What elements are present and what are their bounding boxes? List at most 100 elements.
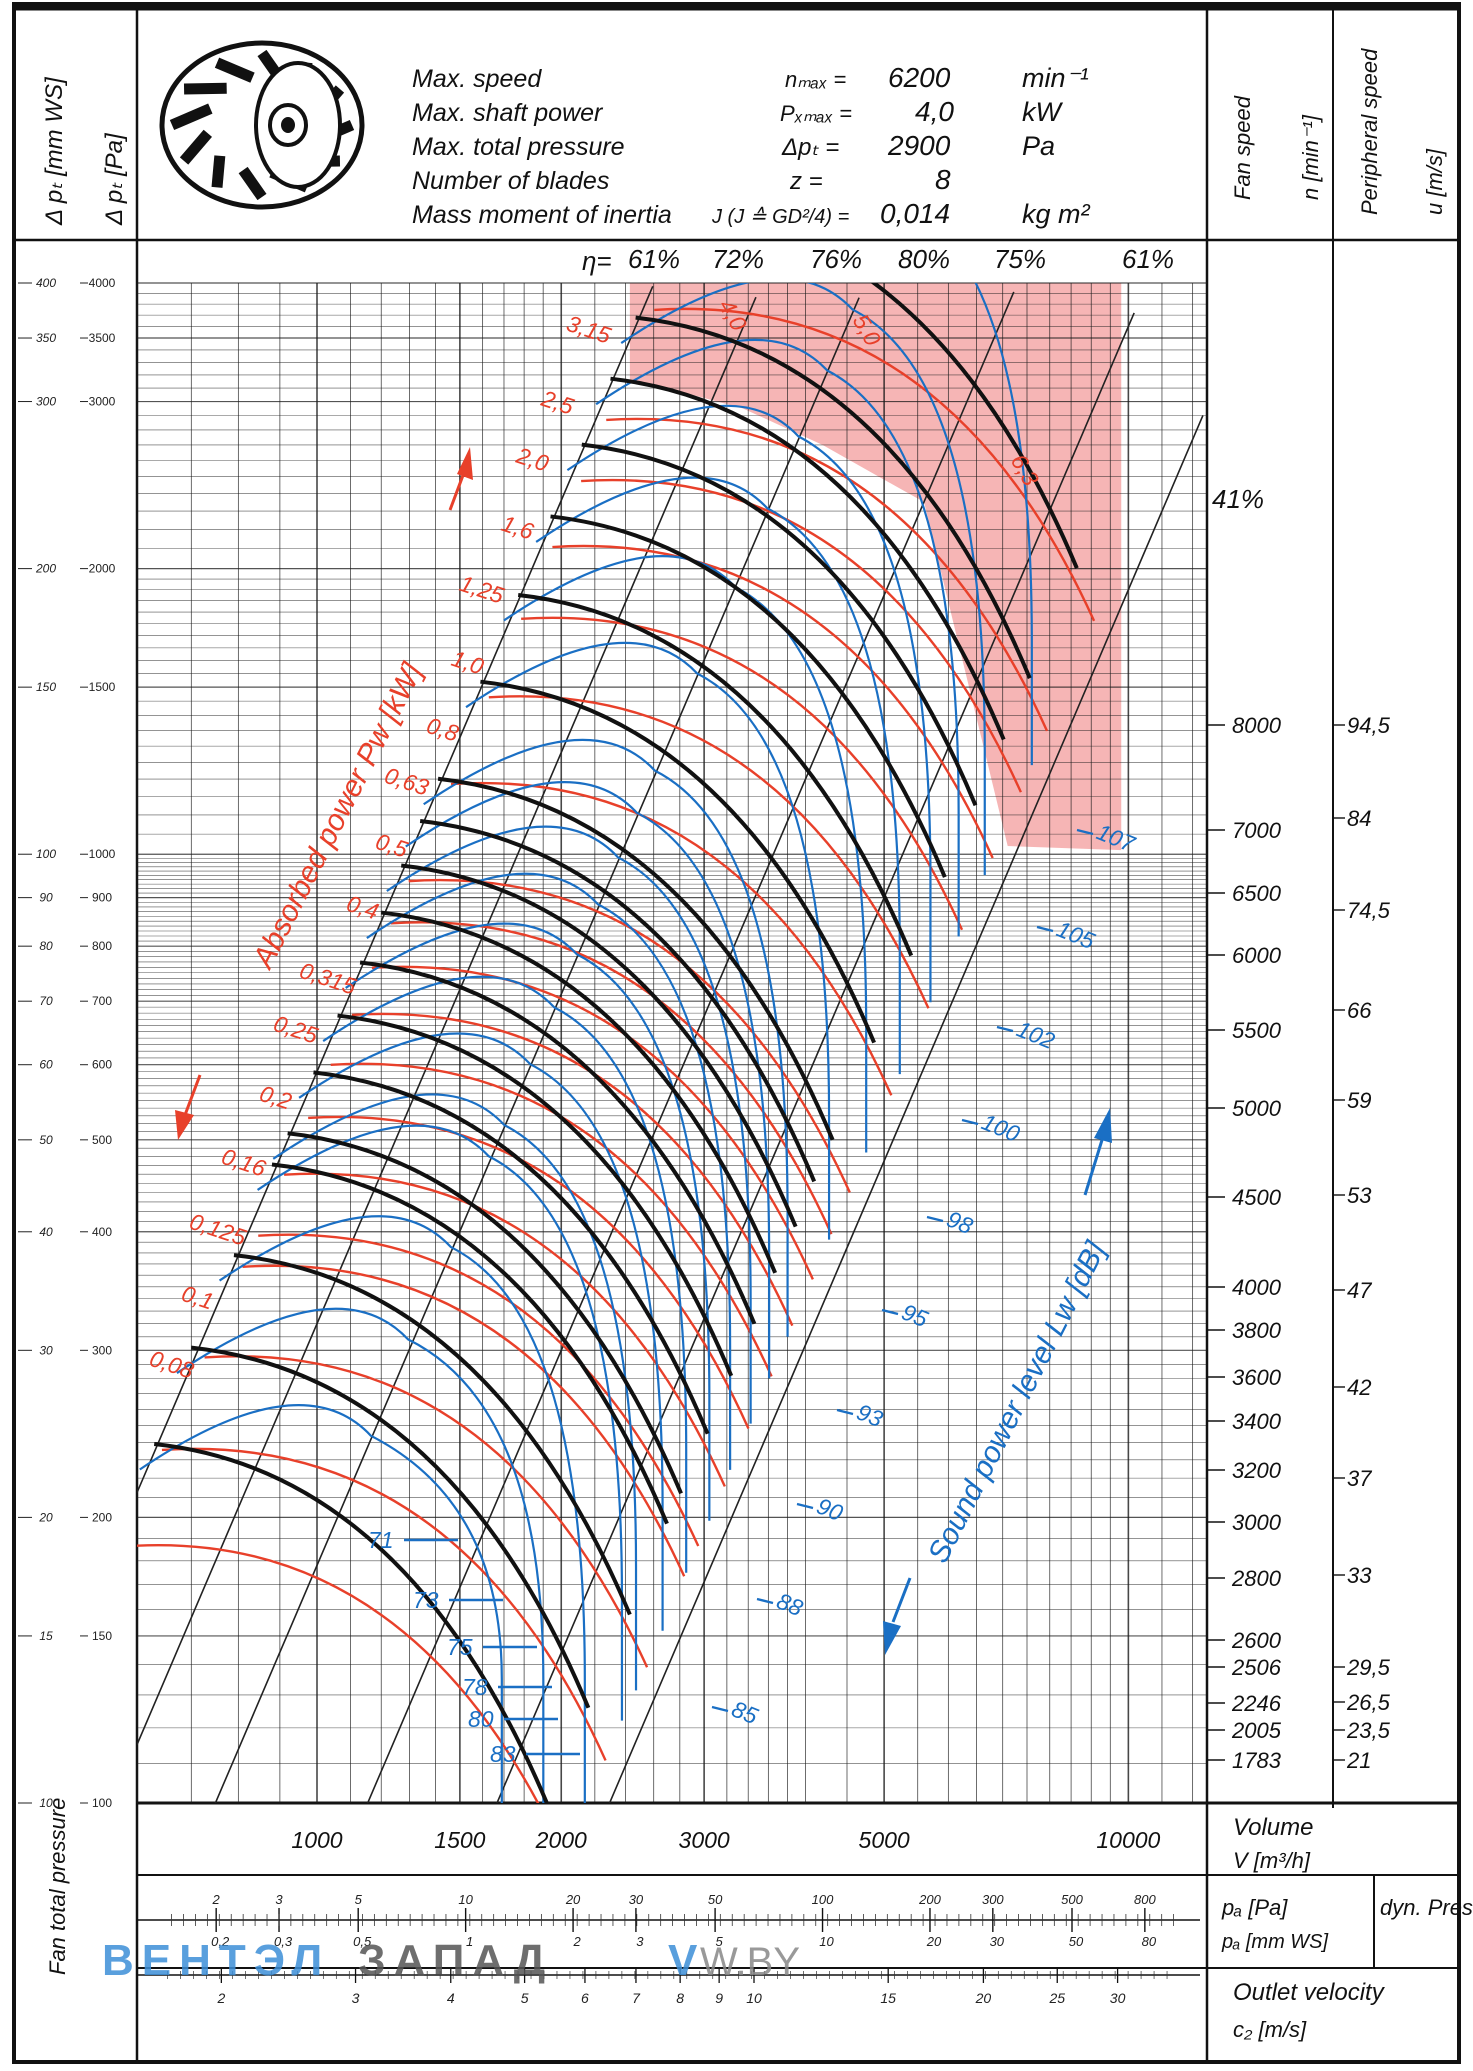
spec-value-3: 8 (935, 164, 951, 195)
sound-leader (926, 1215, 944, 1223)
spec-label-3: Number of blades (412, 167, 609, 195)
velocity-label: 25 (1048, 1990, 1065, 2006)
spec-symbol-1: Pₓₘₐₓ = (780, 101, 852, 126)
velocity-label: 30 (1110, 1990, 1126, 2006)
power-curve (242, 1264, 686, 1577)
pd-mmws-label: 3 (636, 1934, 644, 1949)
spec-unit-1: kW (1022, 97, 1064, 127)
velocity-label: 7 (632, 1990, 641, 2006)
power-curve (330, 1062, 773, 1377)
impeller-blade (214, 57, 255, 83)
peripheral-label: 53 (1347, 1183, 1372, 1208)
ytick-pa: 400 (92, 1225, 112, 1239)
sound-curve (345, 922, 711, 1521)
spec-value-0: 6200 (888, 62, 951, 93)
sound-label: 93 (853, 1399, 887, 1433)
efficiency-ray (137, 296, 757, 1746)
sound-label: 85 (728, 1696, 762, 1730)
spec-symbol-0: nₘₐₓ = (785, 67, 846, 92)
velocity-label: 10 (746, 1990, 762, 2006)
efficiency-ray (214, 297, 860, 1803)
pd-mmws-label: 30 (990, 1934, 1005, 1949)
ytick-pa: 200 (92, 1510, 112, 1524)
sound-label: 100 (978, 1109, 1024, 1148)
ytick-mmws: 100 (36, 847, 56, 861)
spec-value-2: 2900 (887, 130, 951, 161)
velocity-label: 3 (352, 1990, 360, 2006)
pd-mmws-label: 0,5 (353, 1934, 372, 1949)
ytick-pa: 2000 (89, 562, 116, 576)
ytick-mmws: 200 (35, 562, 56, 576)
ytick-pa: 900 (92, 891, 112, 905)
power-curve (408, 878, 851, 1194)
power-label: 0,63 (381, 762, 432, 801)
efficiency-side-value: 41% (1212, 484, 1264, 514)
speed-curve-8000 (870, 283, 1079, 569)
sound-label: 78 (462, 1674, 488, 1700)
peripheral-label: 21 (1346, 1748, 1371, 1773)
ytick-pa: 700 (92, 994, 112, 1008)
sound-curve (256, 1124, 624, 1721)
fan-speed-label: 3400 (1232, 1409, 1282, 1434)
power-label: 0,25 (270, 1010, 321, 1049)
mmws-axis-title: Δ pₜ [mm WS] (41, 76, 68, 226)
power-label: 0,5 (372, 828, 411, 863)
volume-unit: V [m³/h] (1233, 1848, 1311, 1873)
fan-total-pressure-label: Fan total pressure (45, 1798, 70, 1975)
efficiency-value-1: 72% (712, 244, 764, 274)
pd-mmws-label: 0,3 (274, 1934, 293, 1949)
ytick-pa: 1000 (89, 847, 116, 861)
impeller-blade (183, 82, 227, 95)
sound-label: 73 (413, 1587, 439, 1613)
pd-pa-label: 2 (212, 1892, 221, 1907)
speed-curve-6000 (581, 442, 978, 807)
ytick-mmws: 350 (36, 331, 56, 345)
sound-curve (620, 283, 986, 876)
pd-mmws-label: 2 (572, 1934, 581, 1949)
ytick-mmws: 80 (39, 939, 53, 953)
power-curve (552, 544, 994, 859)
speed-curve-3800 (419, 818, 817, 1183)
power-label: 0,315 (296, 957, 359, 1000)
spec-unit-4: kg m² (1022, 199, 1091, 229)
sound-leader (1036, 925, 1054, 933)
ytick-mmws: 90 (39, 891, 53, 905)
impeller-blade (238, 166, 267, 201)
efficiency-ray (496, 312, 1135, 1803)
power-label: 1,25 (456, 570, 507, 609)
fan-speed-label: 2800 (1231, 1566, 1282, 1591)
spec-symbol-3: z = (789, 168, 823, 195)
arrow-up-red (448, 447, 473, 511)
sound-curve (272, 1093, 638, 1691)
peripheral-speed-unit: u [m/s] (1422, 148, 1447, 215)
power-curve (284, 1172, 726, 1487)
ytick-mmws: 15 (39, 1629, 53, 1643)
impeller-blade (169, 103, 213, 131)
ytick-mmws: 30 (39, 1343, 53, 1357)
ytick-mmws: 300 (36, 395, 56, 409)
efficiency-ray (366, 291, 1015, 1803)
peripheral-label: 66 (1347, 998, 1372, 1023)
speed-curve-3200 (359, 960, 757, 1325)
fan-speed-label: 4000 (1232, 1275, 1282, 1300)
pd-pa-label: 10 (458, 1892, 473, 1907)
volume-label: Volume (1233, 1814, 1313, 1841)
speed-curve-4500 (480, 679, 876, 1044)
sound-curve (218, 1215, 586, 1803)
fan-speed-label: 2600 (1231, 1628, 1282, 1653)
ytick-mmws: 150 (36, 680, 56, 694)
sound-label: 75 (447, 1634, 473, 1660)
power-curve (204, 1355, 649, 1668)
xtick-label: 1500 (434, 1827, 485, 1853)
velocity-label: 5 (521, 1990, 529, 2006)
xtick-label: 10000 (1096, 1827, 1160, 1853)
pd-mmws-label: 10 (819, 1934, 834, 1949)
pd-pa-label: 100 (812, 1892, 834, 1907)
ytick-pa: 3500 (89, 331, 116, 345)
fan-speed-label: 6500 (1232, 881, 1282, 906)
spec-symbol-4: J (J ≙ GD²/4) = (711, 206, 849, 228)
efficiency-value-4: 75% (994, 244, 1046, 274)
velocity-label: 4 (447, 1990, 455, 2006)
pd-mmws-label: 80 (1142, 1934, 1157, 1949)
xtick-label: 1000 (291, 1827, 342, 1853)
